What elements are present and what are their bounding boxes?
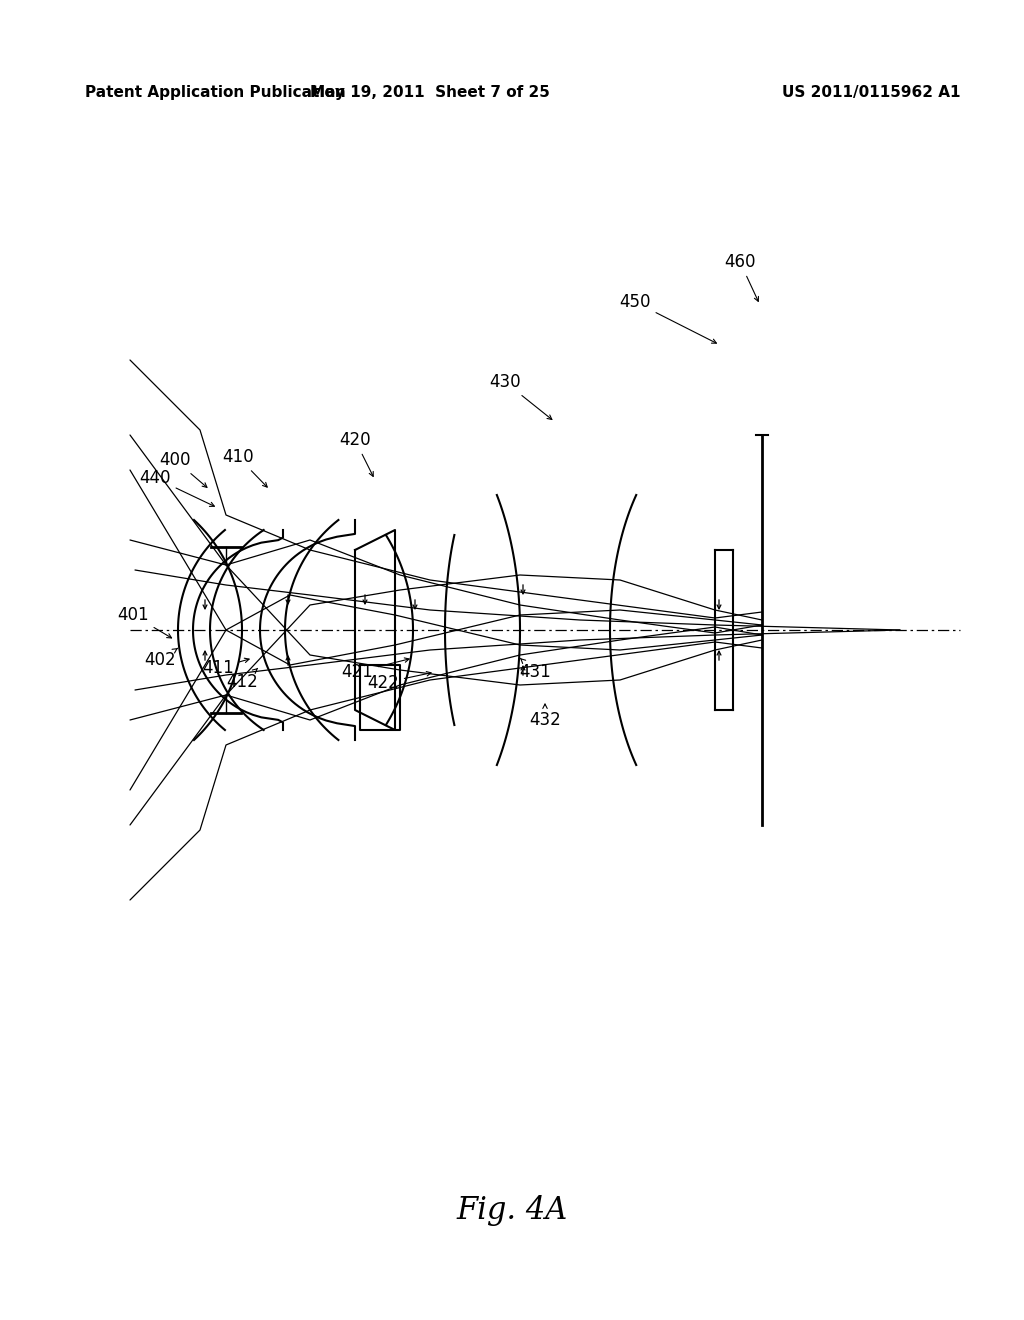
Text: 401: 401 (117, 606, 172, 638)
Text: 422: 422 (368, 672, 431, 692)
Text: 440: 440 (139, 469, 214, 507)
Text: 412: 412 (226, 668, 258, 690)
Text: Fig. 4A: Fig. 4A (457, 1195, 567, 1225)
Text: 420: 420 (339, 432, 373, 477)
Text: 421: 421 (341, 657, 410, 681)
Text: Patent Application Publication: Patent Application Publication (85, 84, 346, 100)
Text: 411: 411 (202, 659, 249, 677)
Text: 460: 460 (724, 253, 759, 301)
Text: 410: 410 (222, 447, 267, 487)
Text: 432: 432 (529, 704, 561, 729)
Text: May 19, 2011  Sheet 7 of 25: May 19, 2011 Sheet 7 of 25 (310, 84, 550, 100)
Text: 430: 430 (489, 374, 552, 420)
Text: 450: 450 (620, 293, 717, 343)
Text: 400: 400 (160, 451, 207, 487)
Text: 431: 431 (519, 659, 551, 681)
Text: 402: 402 (144, 648, 178, 669)
Text: US 2011/0115962 A1: US 2011/0115962 A1 (781, 84, 961, 100)
